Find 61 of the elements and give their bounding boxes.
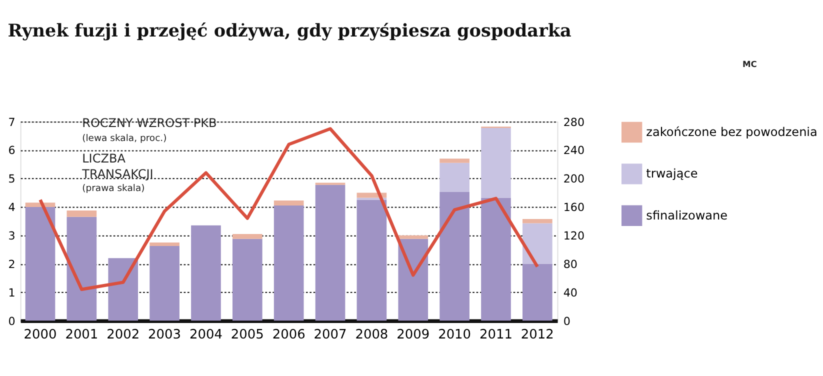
x-tick-label: 2010 [438,328,472,343]
annotation: (prawa skala) [82,183,145,194]
bar [481,198,511,321]
y-tick-label: 7 [8,116,16,129]
y2-tick-label: 40 [563,286,578,300]
y-tick-label: 4 [8,201,16,214]
y2-tick-label: 0 [563,314,570,328]
x-tick-label: 2000 [24,328,57,343]
legend-label: sfinalizowane [646,208,728,222]
bar [232,234,262,239]
bar [398,238,428,321]
y-tick-label: 5 [8,172,16,186]
y-tick-label: 3 [8,230,16,243]
y-tick-label: 1 [8,286,16,300]
bar [25,206,56,321]
x-tick-label: 2005 [230,328,264,343]
bar [356,200,387,321]
bar [440,162,470,192]
bar [232,238,262,321]
annotation: LICZBA TRANSAKCJI [81,151,154,182]
y2-tick-label: 120 [563,230,585,243]
y2-tick-label: 80 [563,258,578,271]
bar [481,128,511,198]
bar [440,192,470,321]
legend-label: trwające [646,166,698,181]
x-tick-label: 2008 [355,328,388,343]
x-tick-label: 2006 [272,328,306,343]
legend-label: zakończone bez powodzenia [646,124,818,139]
bar [522,219,552,224]
x-tick-label: 2001 [65,328,98,343]
annotation: (lewa skala, proc.) [82,133,167,144]
x-tick-label: 2007 [314,328,347,343]
x-tick-label: 2012 [520,328,554,343]
bar [66,210,97,217]
y2-tick-label: 280 [563,116,585,129]
bar [398,235,428,239]
x-tick-label: 2004 [189,328,222,343]
y-tick-label: 0 [8,314,16,328]
x-tick-label: 2003 [148,328,182,343]
x-tick-label: 2002 [106,328,140,343]
y2-tick-label: 200 [563,172,585,186]
line-series [38,127,540,292]
bar [522,264,552,321]
x-tick-label: 2011 [480,328,512,343]
chart-title: Rynek fuzji i przejęć odżywa, gdy przyśpiesza gospodarka [8,20,572,42]
bar [191,225,221,321]
bar [108,258,138,321]
bar [66,216,97,321]
y-tick-label: 6 [8,144,16,158]
bar [440,158,470,163]
text: MC [742,59,757,70]
bar [522,223,552,264]
y-tick-label: 2 [8,258,16,271]
x-tick-label: 2009 [396,328,430,343]
bar [150,246,180,321]
y2-tick-label: 240 [563,144,585,158]
bar [274,200,304,206]
bar [315,184,346,321]
bar [150,242,180,246]
y2-tick-label: 160 [563,201,585,214]
bar [274,206,304,321]
